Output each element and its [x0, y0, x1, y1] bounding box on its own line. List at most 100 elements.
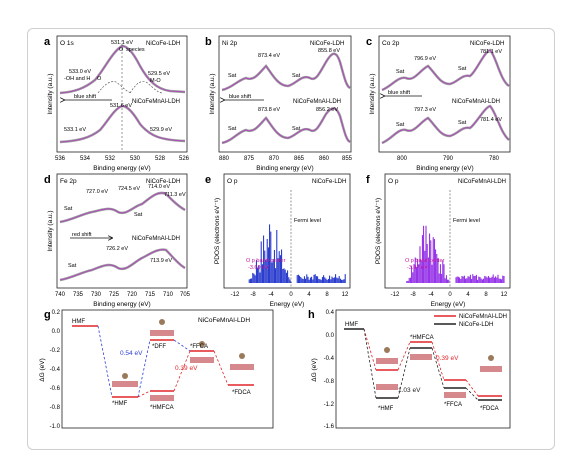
- conn-h-5: [431, 341, 445, 381]
- slab-h-4: [444, 392, 466, 398]
- element-label-b: Ni 2p: [222, 40, 238, 47]
- adsorbate-images-g: [112, 319, 254, 401]
- panel-b: b Ni 2p NiCoFe-LDH NiCoFeMnAl-LDH 873.4 …: [205, 35, 353, 172]
- xlabel-b: Binding energy (eV): [256, 165, 313, 172]
- fit-bottom-b: [221, 107, 351, 144]
- ytick-g-1: 0.0: [52, 329, 61, 335]
- xtick-a-5: 526: [179, 156, 190, 162]
- peak-bottom-c-1: 797.3 eV: [414, 107, 436, 113]
- xtick-d-4: 720: [127, 292, 138, 298]
- ylabel-e: PDOS (electrons eV⁻¹): [214, 198, 221, 264]
- sample-top-d: NiCoFe-LDH: [146, 179, 180, 185]
- xtick-b-0: 880: [219, 156, 230, 162]
- conn-h-8: [465, 387, 479, 401]
- xtick-f-4: 4: [466, 292, 470, 298]
- conn-g-6: [213, 350, 229, 386]
- xtick-f-6: 12: [501, 292, 508, 298]
- panel-letter-a: a: [44, 36, 51, 48]
- xtick-a-3: 530: [130, 156, 141, 162]
- sample-top-b: NiCoFe-LDH: [310, 41, 344, 47]
- state-h-1: *HMF: [378, 406, 394, 412]
- sat-label-d-2: Sat: [134, 212, 143, 218]
- title-e: O p: [227, 178, 238, 185]
- sat-label-c-2: Sat: [458, 66, 467, 72]
- peak-top-c-2: 781.1 eV: [480, 49, 502, 55]
- peak-top-a-2: 533.0 eV: [69, 69, 91, 75]
- component-top-a: [97, 81, 133, 94]
- slab-g-4: [190, 357, 214, 363]
- fit-top-c: [381, 49, 510, 91]
- peak-note-a-3: -OH and H: [64, 76, 90, 82]
- conn-h-7: [465, 379, 479, 397]
- slab-g-2: [150, 330, 174, 336]
- xtick-a-2: 532: [105, 156, 116, 162]
- plot-frame-f: [384, 173, 511, 289]
- state-g-2: *DFF: [152, 344, 166, 350]
- molecule-h-1: [384, 347, 390, 353]
- ytick-h-0: 0.4: [326, 310, 335, 316]
- sat-label-c-3: Sat: [396, 122, 405, 128]
- ylabel-f: PDOS (electrons eV⁻¹): [375, 198, 382, 264]
- xtick-d-0: 740: [55, 292, 66, 298]
- state-g-4: *FFCA: [190, 344, 208, 350]
- band-center-value-f: -3.97 eV: [407, 265, 428, 271]
- dos-bars-e: [248, 224, 346, 283]
- molecule-h-5: [488, 355, 494, 361]
- conn-h-4: [397, 347, 411, 399]
- ytick-g-3: -0.4: [50, 367, 61, 373]
- peak-bottom-c-2: 781.4 eV: [480, 117, 502, 123]
- peak-top-a-3: 529.5 eV: [148, 71, 170, 77]
- xtick-a-0: 536: [55, 156, 66, 162]
- panel-letter-d: d: [44, 174, 51, 186]
- xtick-b-5: 855: [342, 156, 353, 162]
- xtick-b-1: 875: [244, 156, 255, 162]
- conn-h-2: [363, 328, 377, 399]
- peak-bottom-d-1: 726.2 eV: [106, 246, 128, 252]
- plot-frame-a: [56, 35, 188, 153]
- xtick-d-5: 715: [145, 292, 156, 298]
- panel-letter-g: g: [44, 309, 51, 321]
- xticks-f: -12 -8 -4 0 4 8 12: [391, 292, 508, 298]
- plot-frame-d: [56, 173, 188, 289]
- xtick-c-0: 800: [397, 156, 408, 162]
- sample-bottom-d: NiCoFeMnAl-LDH: [132, 236, 180, 242]
- barrier-g-red: 0.39 eV: [175, 365, 198, 372]
- xtick-e-3: 0: [289, 292, 293, 298]
- xlabel-d: Binding energy (eV): [93, 301, 150, 308]
- band-center-f: O p band center: [405, 258, 445, 264]
- ytick-h-1: 0.0: [326, 333, 335, 339]
- panel-h: h NiCoFeMnAl-LDH NiCoFe-LDH: [308, 309, 511, 430]
- element-label-a: O 1s: [60, 40, 74, 47]
- title-f: O p: [388, 178, 399, 185]
- dos-bars-f: [406, 225, 505, 283]
- xlabel-e: Energy (eV): [270, 301, 305, 308]
- state-g-5: *FDCA: [232, 390, 251, 396]
- ytick-h-3: -0.8: [324, 379, 335, 385]
- xtick-a-4: 528: [155, 156, 166, 162]
- shift-label-b: blue shift: [229, 94, 251, 100]
- peak-note-a-5: M-O: [150, 78, 161, 84]
- xtick-f-2: -4: [428, 292, 434, 298]
- ylabel-g: ΔG (eV): [39, 358, 46, 381]
- ylabel-b: Intensity (a.u.): [209, 73, 216, 114]
- plot-frame-c: [378, 35, 511, 153]
- sample-top-a: NiCoFe-LDH: [146, 41, 180, 47]
- state-g-1: *HMF: [112, 401, 128, 407]
- ylabel-c: Intensity (a.u.): [369, 73, 376, 114]
- sample-bottom-a: NiCoFeMnAl-LDH: [132, 99, 180, 105]
- element-label-d: Fe 2p: [60, 178, 77, 185]
- xtick-f-3: 0: [448, 292, 452, 298]
- sat-label-b-2: Sat: [292, 73, 301, 79]
- component-top-a2: [129, 81, 163, 94]
- sat-label-b-3: Sat: [228, 126, 237, 132]
- barrier-h-red: 0.39 eV: [436, 355, 459, 362]
- barrier-h-black: 1.03 eV: [398, 387, 421, 394]
- state-h-4: *FDCA: [480, 406, 499, 412]
- xtick-c-2: 780: [489, 156, 500, 162]
- sat-label-c-1: Sat: [396, 69, 405, 75]
- peak-bottom-a-1: 531.6 eV: [110, 103, 132, 109]
- peak-top-b-1: 873.4 eV: [258, 53, 280, 59]
- barrier-g-blue: 0.54 eV: [120, 350, 143, 357]
- sample-top-c: NiCoFe-LDH: [470, 41, 504, 47]
